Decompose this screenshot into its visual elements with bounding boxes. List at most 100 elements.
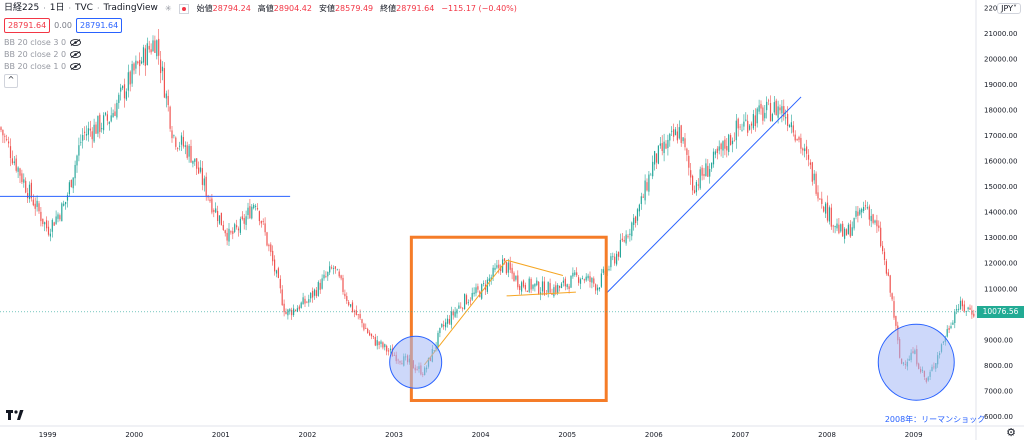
candle-body	[374, 337, 376, 346]
candle-body	[806, 146, 808, 154]
candle-body	[277, 268, 279, 278]
symbol-name[interactable]: 日経225	[4, 3, 40, 13]
candle-body	[46, 220, 48, 229]
candle-body	[458, 305, 460, 309]
candle-body	[809, 162, 811, 165]
candle-body	[344, 293, 346, 297]
candle-body	[629, 233, 631, 235]
candle-body	[122, 85, 124, 89]
candle-body	[103, 115, 105, 131]
candle-body	[23, 179, 25, 183]
candle-body	[201, 168, 203, 185]
currency-selector[interactable]: JPY˅	[997, 3, 1021, 14]
candle-body	[99, 114, 101, 132]
sell-button[interactable]: 28791.64	[4, 18, 51, 33]
candle-body	[8, 141, 10, 144]
x-tick-label: 2000	[125, 431, 143, 439]
candle-body	[82, 134, 84, 141]
candle-body	[473, 292, 475, 295]
interval[interactable]: 1日	[49, 3, 65, 13]
candle-body	[66, 194, 69, 201]
candle-body	[222, 224, 224, 231]
candle-body	[93, 124, 95, 142]
collapse-legend-button[interactable]: ^	[4, 74, 18, 88]
eye-slash-icon[interactable]	[70, 39, 82, 46]
candle-body	[256, 208, 259, 210]
candle-body	[361, 319, 363, 324]
candle-body	[32, 199, 34, 206]
candle-body	[281, 289, 283, 306]
candle-body	[853, 217, 855, 229]
tradingview-logo-icon[interactable]	[6, 409, 24, 423]
candle-body	[583, 279, 585, 281]
candle-body	[701, 167, 703, 176]
last-price-label: 10076.56	[977, 305, 1024, 318]
candle-body	[57, 214, 59, 219]
highlight-rectangle	[409, 235, 608, 402]
candle-body	[560, 283, 563, 289]
candle-body	[828, 207, 830, 222]
candle-body	[146, 43, 148, 65]
candle-body	[44, 222, 46, 225]
candle-body	[180, 135, 183, 145]
candle-body	[644, 180, 646, 201]
candle-body	[378, 341, 380, 345]
settings-gear-icon[interactable]: ⚙	[1006, 426, 1016, 439]
buy-button[interactable]: 28791.64	[75, 18, 123, 33]
candle-body	[958, 308, 960, 310]
candle-body	[857, 211, 859, 216]
candle-body	[855, 210, 857, 217]
indicator-row-bb2[interactable]: BB 20 close 2 0	[4, 49, 520, 60]
candle-body	[498, 264, 500, 268]
candle-body	[682, 137, 684, 142]
candle-body	[690, 170, 692, 178]
x-tick-label: 2004	[472, 431, 490, 439]
candle-body	[452, 311, 454, 316]
candle-body	[557, 285, 559, 294]
candle-body	[232, 231, 234, 234]
candle-body	[294, 309, 297, 311]
candle-body	[646, 182, 648, 191]
candle-body	[712, 151, 715, 165]
candle-body	[258, 211, 260, 222]
candle-body	[728, 134, 730, 152]
candle-body	[144, 48, 146, 66]
candle-body	[338, 271, 340, 277]
candle-body	[864, 205, 867, 207]
candle-body	[885, 261, 887, 274]
eye-slash-icon[interactable]	[70, 63, 82, 70]
candle-body	[177, 147, 179, 149]
candle-body	[239, 218, 241, 233]
indicator-row-bb1[interactable]: BB 20 close 1 0	[4, 61, 520, 72]
candle-body	[462, 307, 464, 309]
candle-body	[950, 326, 952, 329]
candle-body	[866, 207, 868, 209]
candle-body	[967, 307, 969, 310]
candle-body	[310, 292, 312, 299]
candle-body	[386, 345, 388, 352]
candle-body	[139, 59, 141, 67]
candle-body	[889, 275, 891, 293]
candle-body	[101, 128, 103, 130]
candle-body	[467, 302, 469, 304]
candle-body	[589, 276, 591, 282]
candle-body	[785, 117, 787, 119]
eye-slash-icon[interactable]	[70, 51, 82, 58]
candle-body	[741, 129, 743, 131]
candle-body	[627, 236, 629, 238]
candle-body	[749, 125, 751, 130]
candle-body	[635, 216, 637, 224]
candle-body	[578, 277, 580, 283]
trade-buttons: 28791.64 0.00 28791.64	[4, 18, 520, 33]
candle-body	[762, 107, 764, 121]
bottom-circle-2009	[877, 323, 955, 401]
indicator-row-bb3[interactable]: BB 20 close 3 0	[4, 37, 520, 48]
candle-body	[595, 284, 597, 291]
candle-body	[845, 229, 848, 236]
candle-body	[213, 210, 215, 212]
candle-body	[334, 266, 336, 269]
candle-body	[659, 143, 661, 146]
y-tick-label: 11000.00	[984, 285, 1017, 293]
candle-body	[97, 115, 99, 134]
